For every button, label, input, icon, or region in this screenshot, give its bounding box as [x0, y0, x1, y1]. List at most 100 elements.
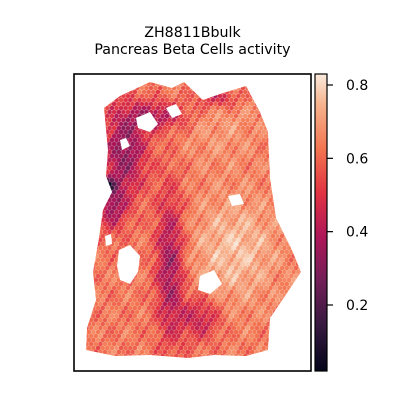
spot: [217, 189, 223, 195]
spot: [162, 213, 167, 219]
spot: [187, 169, 193, 175]
spot: [224, 353, 230, 358]
spot: [169, 329, 174, 335]
spot: [162, 157, 167, 163]
spot: [185, 221, 190, 227]
spot: [206, 193, 211, 199]
spot: [192, 193, 197, 199]
spot: [183, 145, 188, 151]
spot: [217, 165, 223, 171]
spot: [89, 213, 94, 219]
spot: [231, 317, 236, 323]
spot: [210, 305, 216, 311]
spot: [296, 277, 301, 283]
spot: [98, 133, 103, 139]
spot: [220, 137, 225, 143]
spot: [100, 105, 105, 111]
spot: [155, 113, 161, 119]
spot: [89, 189, 94, 195]
spot: [162, 285, 167, 291]
spot: [169, 217, 174, 223]
spot: [123, 177, 128, 183]
spot: [245, 197, 250, 203]
spot: [86, 329, 87, 335]
spot: [291, 245, 296, 251]
spot: [231, 109, 236, 115]
spot: [206, 225, 211, 231]
spot: [254, 82, 259, 83]
spot: [254, 341, 259, 347]
spot: [259, 125, 264, 131]
spot: [222, 197, 227, 203]
spot: [160, 145, 165, 151]
spot: [132, 233, 138, 239]
spot: [273, 221, 278, 227]
spot: [137, 209, 142, 215]
spot: [227, 253, 232, 259]
spot: [155, 217, 161, 223]
spot: [174, 209, 179, 215]
spot: [190, 82, 195, 83]
spot: [80, 213, 84, 218]
spot: [243, 265, 248, 271]
spot: [256, 289, 262, 295]
spot: [137, 305, 142, 311]
spot: [197, 105, 202, 111]
spot: [268, 349, 273, 355]
spot: [256, 193, 262, 199]
spot: [158, 205, 163, 211]
spot: [169, 193, 174, 199]
spot: [95, 193, 101, 199]
spot: [118, 289, 124, 295]
spot: [275, 265, 280, 271]
spot: [190, 341, 195, 347]
spot: [243, 169, 248, 175]
spot: [250, 117, 255, 123]
spot: [100, 137, 105, 143]
spot: [95, 273, 101, 279]
spot: [222, 149, 227, 155]
spot: [238, 257, 243, 263]
spot: [181, 197, 186, 203]
spot: [105, 177, 110, 183]
spot: [245, 117, 250, 123]
spot: [125, 101, 131, 107]
spot: [282, 117, 287, 123]
spot: [153, 221, 158, 227]
spot: [270, 177, 276, 183]
spot: [291, 349, 296, 355]
spot: [171, 149, 177, 155]
spot: [296, 149, 301, 155]
spot: [102, 149, 108, 155]
spot: [100, 273, 105, 279]
spot: [194, 109, 200, 115]
spot: [91, 153, 96, 159]
spot: [236, 261, 241, 267]
spot: [240, 357, 246, 358]
spot: [185, 82, 190, 83]
spot: [240, 317, 246, 323]
spot: [293, 265, 299, 271]
spot: [141, 313, 147, 319]
spot: [259, 197, 264, 203]
spot: [259, 157, 264, 163]
spot: [139, 277, 144, 283]
spot: [266, 321, 271, 327]
spot: [300, 85, 301, 91]
spot: [107, 181, 112, 187]
spot: [197, 161, 202, 167]
spot: [148, 213, 154, 219]
spot: [141, 153, 147, 159]
spot: [268, 165, 273, 171]
spot: [190, 245, 195, 251]
spot: [270, 209, 276, 215]
spot: [268, 253, 273, 259]
spot: [95, 201, 101, 207]
spot: [89, 165, 94, 171]
spot: [291, 213, 296, 219]
spot: [86, 349, 89, 355]
spot: [158, 309, 163, 315]
spot: [194, 333, 200, 339]
spot: [86, 317, 89, 323]
spot: [190, 237, 195, 243]
